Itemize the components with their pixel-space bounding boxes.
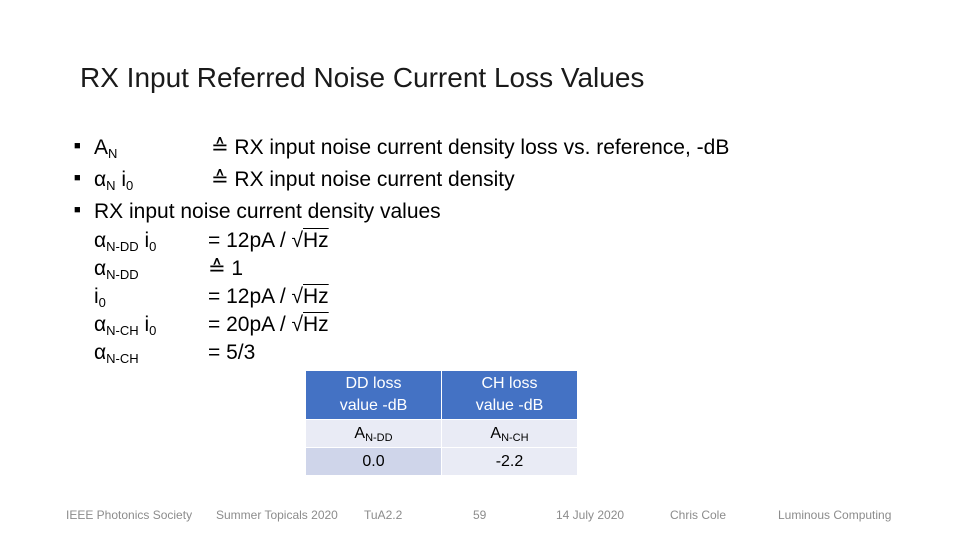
value-line: αN-CH = 5/3 — [94, 341, 494, 365]
value-line: i0 = 12pA / √Hz — [94, 285, 494, 309]
table-row: AN-DD AN-CH — [306, 420, 577, 447]
bullet-item: AN ≙ RX input noise current density loss… — [94, 136, 874, 160]
unit-under-root: Hz — [303, 229, 329, 252]
bullet-text: RX input noise current density values — [94, 200, 441, 223]
symbol: α — [94, 168, 107, 191]
value-relation: = 20pA / √Hz — [208, 313, 329, 336]
symbol: i — [138, 313, 150, 336]
footer-event: Summer Topicals 2020 — [216, 508, 338, 522]
unit-under-root: Hz — [303, 313, 329, 336]
value-relation: = 12pA / √Hz — [208, 229, 329, 252]
symbol: i — [115, 168, 127, 191]
symbol-subscript: N — [108, 146, 118, 161]
symbol-subscript: 0 — [98, 295, 106, 310]
definition-text: ≙ RX input noise current density loss vs… — [211, 136, 730, 159]
value-line: αN-DD ≙ 1 — [94, 257, 494, 281]
bullet-item: αN i0 ≙ RX input noise current density — [94, 168, 874, 192]
value-relation: ≙ 1 — [208, 257, 244, 280]
table-cell-symbol-dd: AN-DD — [306, 420, 441, 447]
slide-title: RX Input Referred Noise Current Loss Val… — [80, 62, 645, 93]
footer-date: 14 July 2020 — [556, 508, 625, 522]
bullet-marker: ■ — [74, 172, 81, 184]
table-row: 0.0 -2.2 — [306, 448, 577, 475]
table-cell-value-ch: -2.2 — [442, 448, 577, 475]
footer-society: IEEE Photonics Society — [66, 508, 193, 522]
symbol-subscript: 0 — [149, 323, 157, 338]
table-header-ch: CH loss value -dB — [442, 371, 577, 419]
symbol-subscript: N-DD — [106, 267, 139, 282]
value-line: αN-CH i0 = 20pA / √Hz — [94, 313, 494, 337]
symbol: α — [94, 341, 107, 364]
bullet-marker: ■ — [74, 204, 81, 216]
symbol-subscript: 0 — [149, 239, 157, 254]
table-header-row: DD loss value -dB CH loss value -dB — [306, 371, 577, 419]
footer-session: TuA2.2 — [364, 508, 403, 522]
table-cell-value-dd: 0.0 — [306, 448, 441, 475]
table-header-dd: DD loss value -dB — [306, 371, 441, 419]
table-cell-symbol-ch: AN-CH — [442, 420, 577, 447]
footer-company: Luminous Computing — [778, 508, 892, 522]
symbol: i — [94, 285, 99, 308]
bullet-marker: ■ — [74, 140, 81, 152]
symbol: i — [138, 229, 150, 252]
footer-page-number: 59 — [473, 508, 487, 522]
symbol: A — [94, 136, 109, 159]
symbol: α — [94, 257, 107, 280]
definition-text: ≙ RX input noise current density — [211, 168, 515, 191]
value-relation: = 12pA / √Hz — [208, 285, 329, 308]
symbol-subscript: N-DD — [106, 239, 139, 254]
value-relation: = 5/3 — [208, 341, 256, 364]
bullet-item: RX input noise current density values — [94, 200, 441, 224]
unit-under-root: Hz — [303, 285, 329, 308]
footer-author: Chris Cole — [670, 508, 727, 522]
symbol-subscript: 0 — [126, 178, 134, 193]
symbol-subscript: N-CH — [106, 323, 139, 338]
value-line: αN-DD i0 = 12pA / √Hz — [94, 229, 494, 253]
symbol-subscript: N — [106, 178, 116, 193]
symbol: α — [94, 313, 107, 336]
symbol-subscript: N-CH — [106, 351, 139, 366]
symbol: α — [94, 229, 107, 252]
loss-table: DD loss value -dB CH loss value -dB AN-D… — [305, 370, 578, 476]
